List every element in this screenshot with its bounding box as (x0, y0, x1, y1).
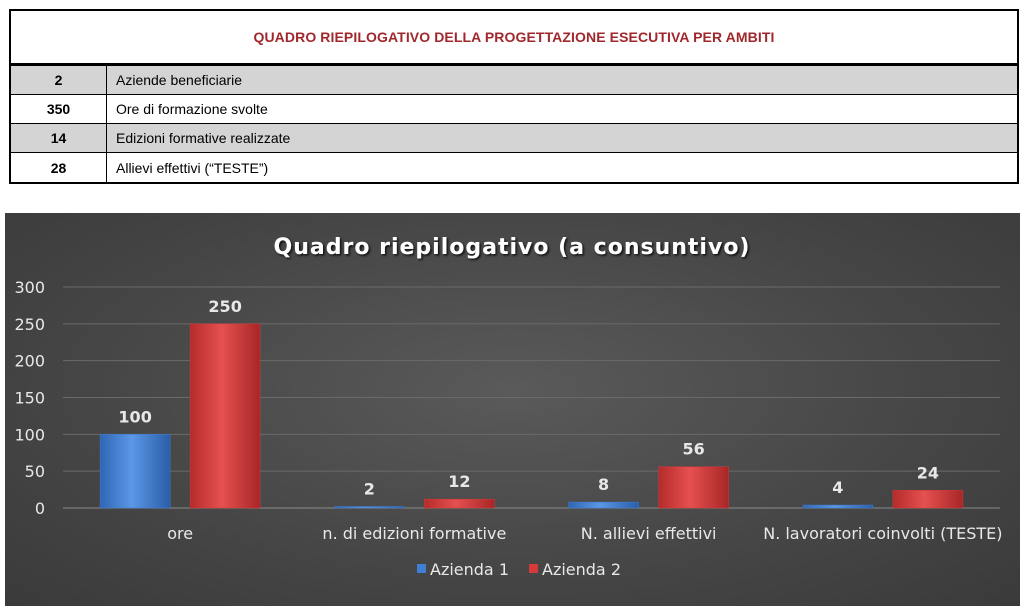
y-tick-label: 300 (14, 278, 45, 297)
row-value: 14 (11, 124, 107, 152)
data-label: 250 (208, 297, 241, 316)
bar (802, 504, 874, 509)
bar (99, 434, 171, 509)
row-value: 350 (11, 95, 107, 123)
chart-title: Quadro riepilogativo (a consuntivo) (274, 235, 751, 260)
row-label: Ore di formazione svolte (116, 101, 268, 117)
x-tick-label: n. di edizioni formative (322, 524, 506, 543)
y-tick-label: 150 (14, 389, 45, 408)
row-label: Edizioni formative realizzate (116, 130, 291, 146)
row-value: 2 (11, 66, 107, 94)
legend-swatch (417, 564, 426, 573)
data-label: 4 (832, 478, 843, 497)
x-tick-label: N. allievi effettivi (581, 524, 717, 543)
y-tick-label: 200 (14, 352, 45, 371)
table-row: 14 Edizioni formative realizzate (11, 124, 1017, 153)
data-label: 56 (682, 440, 704, 459)
table-row: 28 Allievi effettivi (“TESTE”) (11, 153, 1017, 182)
legend-swatch (529, 564, 538, 573)
y-tick-label: 100 (14, 425, 45, 444)
data-label: 100 (118, 407, 151, 426)
table-row: 350 Ore di formazione svolte (11, 95, 1017, 124)
row-label: Allievi effettivi (“TESTE”) (116, 159, 269, 176)
data-label: 12 (448, 472, 470, 491)
bar-chart: Quadro riepilogativo (a consuntivo) 0 50 1… (14, 235, 1002, 579)
row-value: 28 (11, 153, 107, 182)
summary-table: QUADRO RIEPILOGATIVO DELLA PROGETTAZIONE… (9, 9, 1019, 184)
bar (892, 490, 964, 509)
legend-label: Azienda 1 (430, 560, 509, 579)
bar (658, 466, 729, 509)
data-label: 24 (917, 463, 939, 482)
y-tick-label: 0 (35, 499, 45, 518)
data-label: 8 (598, 475, 609, 494)
table-header: QUADRO RIEPILOGATIVO DELLA PROGETTAZIONE… (11, 11, 1017, 66)
x-tick-label: ore (167, 524, 193, 543)
row-label: Aziende beneficiarie (116, 72, 243, 88)
y-tick-label: 250 (14, 315, 45, 334)
data-label: 2 (364, 480, 375, 499)
bar (189, 323, 261, 509)
y-tick-label: 50 (25, 462, 45, 481)
table-title: QUADRO RIEPILOGATIVO DELLA PROGETTAZIONE… (253, 29, 775, 45)
bar (334, 506, 405, 509)
bar (568, 501, 639, 509)
legend-label: Azienda 2 (542, 560, 621, 579)
table-row: 2 Aziende beneficiarie (11, 66, 1017, 95)
bar (424, 498, 495, 509)
x-tick-label: N. lavoratori coinvolti (TESTE) (763, 524, 1002, 543)
chart-panel: Quadro riepilogativo (a consuntivo) 0 50 1… (5, 213, 1020, 606)
